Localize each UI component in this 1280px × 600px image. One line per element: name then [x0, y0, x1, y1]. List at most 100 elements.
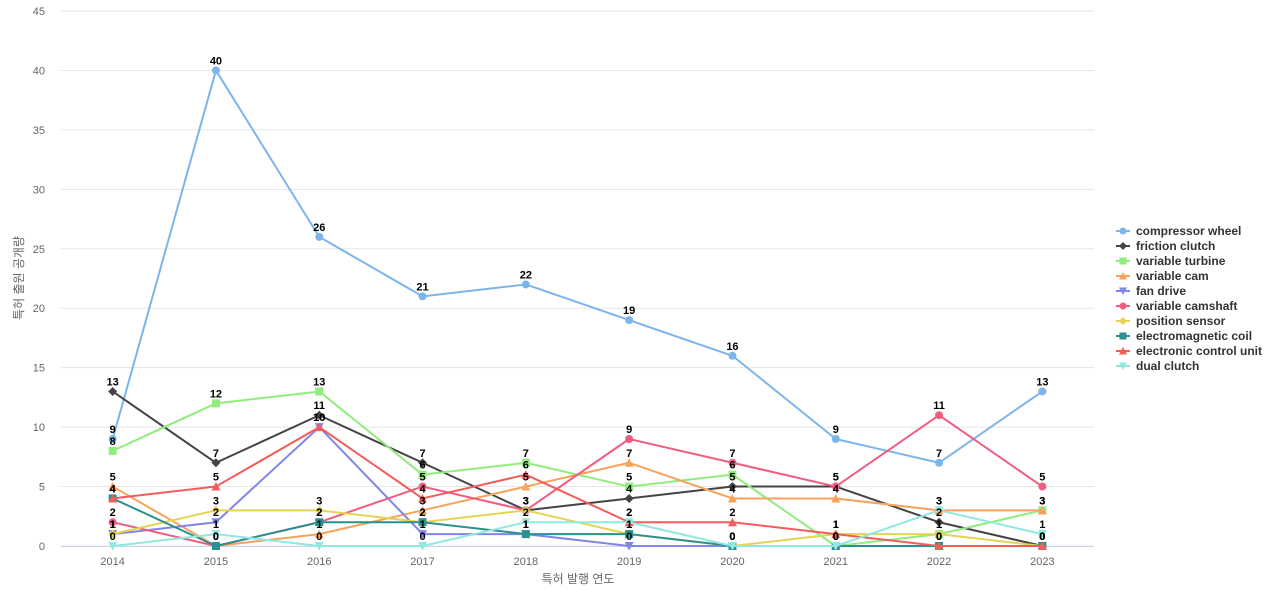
data-point[interactable]: [625, 530, 634, 539]
data-point[interactable]: [108, 446, 117, 455]
data-point[interactable]: [108, 482, 118, 491]
data-point[interactable]: [521, 458, 530, 467]
series-variable-camshaft[interactable]: [108, 411, 1047, 550]
legend-item-position-sensor[interactable]: position sensor: [1116, 314, 1226, 328]
data-point[interactable]: [625, 482, 634, 491]
data-point[interactable]: [108, 435, 117, 443]
legend-item-variable-turbine[interactable]: variable turbine: [1116, 254, 1226, 268]
legend-item-electromagnetic-coil[interactable]: electromagnetic coil: [1116, 329, 1252, 343]
data-point[interactable]: [418, 292, 427, 301]
series-variable-turbine[interactable]: [108, 387, 1047, 550]
data-point[interactable]: [934, 541, 944, 551]
legend-item-friction-clutch[interactable]: friction clutch: [1116, 239, 1215, 253]
data-point[interactable]: [521, 280, 530, 289]
legend-label[interactable]: position sensor: [1136, 314, 1226, 328]
data-point[interactable]: [1037, 530, 1047, 539]
legend-label[interactable]: variable turbine: [1136, 254, 1226, 268]
data-point[interactable]: [1037, 541, 1047, 551]
legend-item-variable-camshaft[interactable]: variable camshaft: [1116, 299, 1237, 313]
legend-marker[interactable]: [1119, 257, 1127, 265]
legend-marker[interactable]: [1119, 227, 1127, 235]
series-friction-clutch[interactable]: [108, 386, 1047, 551]
legend-marker[interactable]: [1119, 242, 1127, 250]
legend-marker[interactable]: [1119, 362, 1127, 371]
data-point[interactable]: [211, 482, 221, 491]
legend-item-dual-clutch[interactable]: dual clutch: [1116, 359, 1199, 373]
data-point[interactable]: [521, 470, 531, 479]
data-point[interactable]: [831, 529, 841, 539]
data-point[interactable]: [418, 505, 428, 515]
legend-item-variable-cam[interactable]: variable cam: [1116, 269, 1209, 283]
legend-marker[interactable]: [1119, 302, 1127, 310]
data-point[interactable]: [727, 517, 737, 527]
legend-label[interactable]: variable camshaft: [1136, 299, 1237, 313]
series-line[interactable]: [111, 509, 1044, 547]
data-point[interactable]: [728, 470, 737, 479]
data-point[interactable]: [624, 458, 634, 467]
data-point[interactable]: [211, 505, 221, 515]
data-point[interactable]: [418, 542, 428, 551]
legend-marker[interactable]: [1119, 287, 1127, 296]
data-point[interactable]: [108, 518, 117, 527]
data-point[interactable]: [624, 518, 634, 527]
data-point[interactable]: [521, 530, 530, 539]
legend-label[interactable]: electromagnetic coil: [1136, 329, 1252, 343]
data-point[interactable]: [314, 529, 324, 539]
legend-label[interactable]: electronic control unit: [1136, 344, 1262, 358]
data-point[interactable]: [727, 542, 737, 551]
data-point[interactable]: [314, 422, 324, 432]
data-point[interactable]: [935, 458, 944, 467]
data-point[interactable]: [1038, 482, 1047, 491]
data-point[interactable]: [625, 316, 634, 325]
data-point[interactable]: [211, 399, 220, 408]
data-point[interactable]: [315, 232, 324, 241]
data-point[interactable]: [314, 542, 324, 551]
data-point[interactable]: [521, 482, 531, 491]
data-point[interactable]: [418, 470, 427, 479]
data-point[interactable]: [418, 530, 428, 539]
data-point[interactable]: [314, 505, 324, 515]
series-line[interactable]: [111, 69, 1044, 464]
legend-marker[interactable]: [1119, 347, 1127, 355]
data-point[interactable]: [934, 506, 944, 515]
data-point[interactable]: [728, 458, 737, 467]
data-point[interactable]: [211, 458, 221, 468]
data-point[interactable]: [1038, 387, 1047, 396]
series-position-sensor[interactable]: [108, 505, 1047, 551]
data-point[interactable]: [108, 529, 118, 539]
legend-label[interactable]: variable cam: [1136, 269, 1209, 283]
data-point[interactable]: [418, 518, 427, 527]
data-point[interactable]: [831, 482, 840, 491]
data-point[interactable]: [935, 411, 944, 420]
data-point[interactable]: [315, 387, 324, 396]
data-point[interactable]: [521, 505, 531, 515]
data-point[interactable]: [418, 482, 427, 491]
data-point[interactable]: [418, 493, 428, 503]
data-point[interactable]: [418, 458, 428, 468]
data-point[interactable]: [315, 518, 324, 527]
data-point[interactable]: [211, 518, 221, 527]
legend-label[interactable]: fan drive: [1136, 284, 1186, 298]
data-point[interactable]: [831, 493, 841, 503]
data-point[interactable]: [1037, 505, 1047, 515]
legend-label[interactable]: friction clutch: [1136, 239, 1215, 253]
data-point[interactable]: [624, 542, 634, 551]
data-point[interactable]: [727, 482, 737, 492]
data-point[interactable]: [625, 435, 634, 443]
data-point[interactable]: [314, 410, 324, 420]
series-line[interactable]: [111, 426, 1044, 547]
data-point[interactable]: [934, 529, 944, 539]
legend-item-compressor-wheel[interactable]: compressor wheel: [1116, 224, 1241, 238]
data-point[interactable]: [108, 386, 118, 396]
data-point[interactable]: [521, 518, 531, 527]
data-point[interactable]: [211, 66, 220, 75]
legend-marker[interactable]: [1119, 332, 1127, 340]
data-point[interactable]: [211, 542, 220, 550]
legend-item-fan-drive[interactable]: fan drive: [1116, 284, 1186, 298]
legend-marker[interactable]: [1119, 317, 1127, 325]
series-dual-clutch[interactable]: [108, 506, 1047, 551]
data-point[interactable]: [624, 493, 634, 503]
data-point[interactable]: [108, 493, 118, 503]
legend-label[interactable]: compressor wheel: [1136, 224, 1241, 238]
